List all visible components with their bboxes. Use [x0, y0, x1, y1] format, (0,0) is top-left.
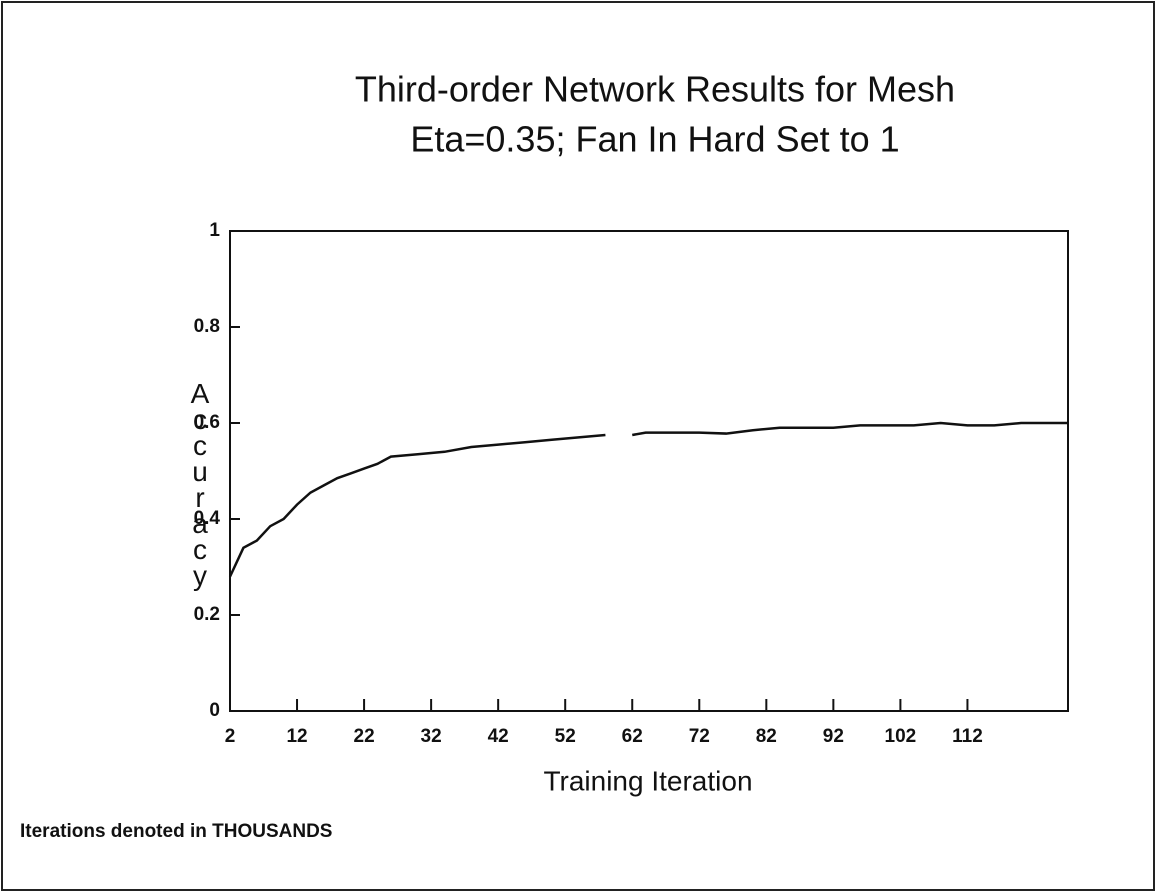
y-axis-label-letter: c: [193, 404, 207, 435]
y-tick-label: 0.2: [194, 604, 220, 625]
plot-area: [229, 230, 1069, 712]
x-axis-label: Training Iteration: [543, 765, 752, 796]
x-tick-label: 92: [823, 726, 844, 747]
x-tick-label: 72: [689, 726, 710, 747]
y-axis-label-letter: c: [193, 534, 207, 565]
x-tick-label: 32: [421, 726, 442, 747]
y-tick-label: 0.6: [194, 412, 220, 433]
x-tick-label: 12: [286, 726, 307, 747]
x-tick-label: 102: [885, 726, 917, 747]
x-tick-label: 82: [756, 726, 777, 747]
y-tick-label: 0: [209, 700, 220, 721]
y-axis-label-letter: A: [191, 378, 210, 409]
x-tick-label: 52: [555, 726, 576, 747]
x-tick-label: 22: [354, 726, 375, 747]
y-axis-label-letter: c: [193, 430, 207, 461]
y-axis-label-letter: u: [192, 456, 208, 487]
x-tick-label: 42: [488, 726, 509, 747]
chart-title: Third-order Network Results for Mesh: [355, 69, 955, 110]
y-tick-label: 1: [209, 220, 220, 241]
y-axis-label-letter: y: [193, 560, 207, 591]
y-axis-label-letter: r: [195, 482, 204, 513]
chart-subtitle: Eta=0.35; Fan In Hard Set to 1: [410, 119, 899, 160]
y-axis-label-letter: a: [192, 508, 208, 539]
x-tick-label: 62: [622, 726, 643, 747]
data-line: [228, 421, 1068, 578]
x-tick-label: 112: [952, 726, 983, 747]
y-tick-label: 0.4: [194, 508, 221, 529]
annotation: Iterations denoted in THOUSANDS: [20, 821, 332, 842]
x-tick-label: 2: [225, 726, 236, 747]
y-tick-label: 0.8: [194, 316, 220, 337]
